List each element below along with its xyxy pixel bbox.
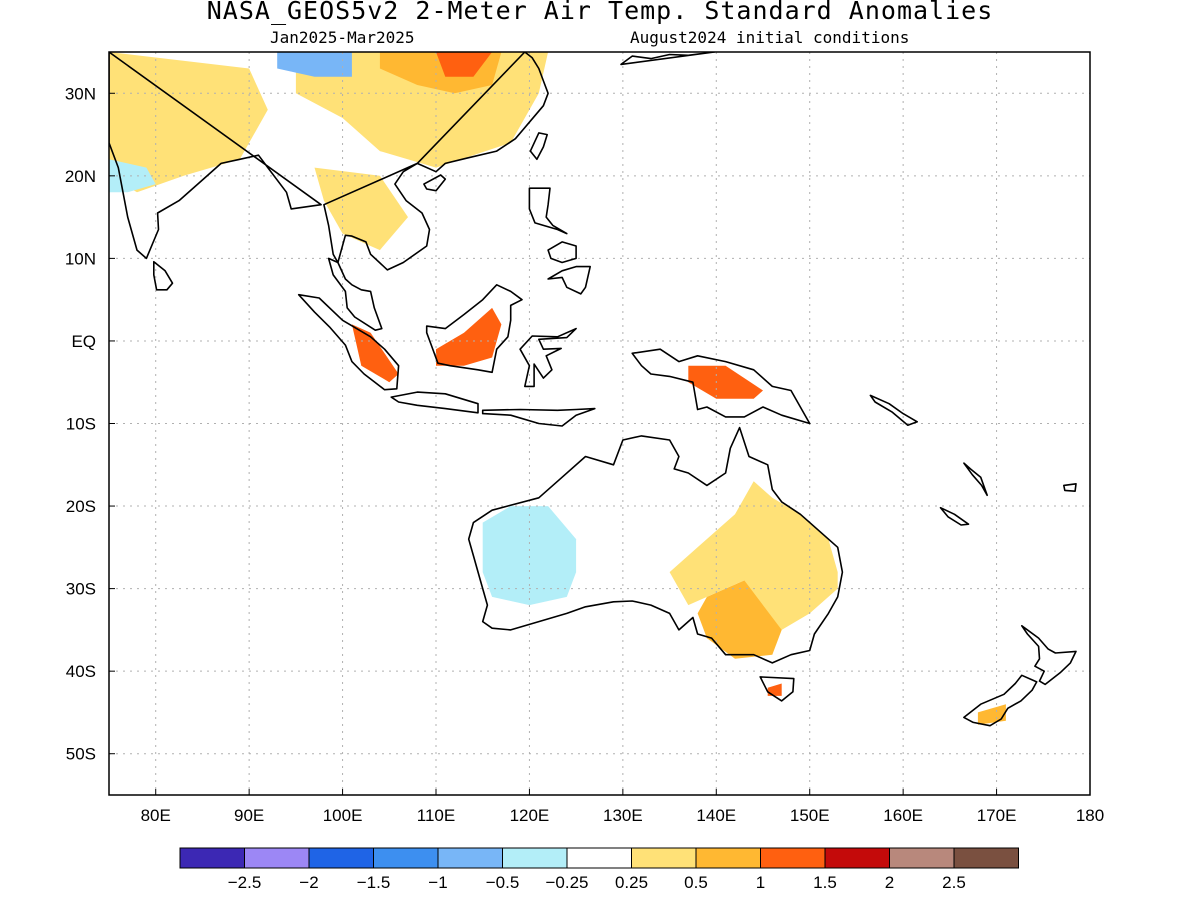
coastline-visayas [547, 241, 577, 264]
colorbar-label: 2.5 [942, 873, 966, 892]
coastline-new-caledonia [939, 506, 970, 526]
colorbar-swatch [437, 847, 503, 869]
coastline-sumatra [297, 293, 400, 391]
coastline-vanuatu [963, 462, 989, 497]
coastline-lesser-sunda [481, 407, 596, 427]
coastline-australia [467, 426, 844, 664]
anomaly-region-sumatra-warm [351, 324, 399, 383]
lon-tick-label: 170E [977, 806, 1017, 825]
coastline-japan [620, 52, 716, 66]
colorbar-swatch [308, 847, 374, 869]
coastline-indochina [323, 162, 431, 271]
coastline-solomons [869, 394, 919, 427]
coastline-mindanao [547, 265, 592, 295]
lat-tick-label: 40S [66, 662, 96, 681]
lon-tick-label: 150E [790, 806, 830, 825]
colorbar-label: 0.5 [684, 873, 708, 892]
anomaly-region-new-guinea-warm [688, 365, 763, 399]
lat-tick-label: 10S [66, 415, 96, 434]
lon-tick-label: 140E [696, 806, 736, 825]
lat-tick-label: 20S [66, 497, 96, 516]
colorbar-label: −0.5 [486, 873, 520, 892]
colorbar-label: 2 [885, 873, 894, 892]
colorbar-swatch [631, 847, 697, 869]
initial-conditions-label: August2024 initial conditions [630, 28, 910, 47]
colorbar-label: 1.5 [813, 873, 837, 892]
axis-ticks: 80E 90E 100E 110E 120E 130E 140E 150E 160E 170E 18… [65, 84, 1104, 825]
coastline-java [390, 391, 479, 414]
colorbar-swatch [179, 847, 245, 869]
anomaly-region-west-australia-cool-edge [482, 506, 577, 606]
lon-tick-label: 90E [234, 806, 264, 825]
lat-tick-label: 10N [65, 249, 96, 268]
coastline-tasmania [759, 676, 795, 702]
lon-tick-label: 160E [883, 806, 923, 825]
coastline-new-zealand-north [1020, 624, 1077, 686]
lon-tick-label: 180 [1076, 806, 1104, 825]
coastline-fiji [1063, 482, 1077, 493]
coastline-taiwan [529, 132, 549, 161]
anomaly-region-china-warm-spot [436, 52, 493, 77]
coastline-hainan [423, 174, 447, 192]
anomaly-region-east-australia-warm [669, 481, 838, 630]
lat-tick-label: 30S [66, 580, 96, 599]
anomaly-region-indochina-warm [314, 167, 408, 251]
lat-tick-label: 50S [66, 745, 96, 764]
colorbar-label: −2.5 [228, 873, 262, 892]
anomaly-region-nz-warm [977, 704, 1006, 725]
anomaly-region-india-mixed [109, 52, 268, 193]
colorbar-swatch [373, 847, 439, 869]
colorbar-label: −1.5 [357, 873, 391, 892]
coastline-india [109, 52, 322, 260]
colorbar-swatch [889, 847, 955, 869]
colorbar-swatch [824, 847, 890, 869]
colorbar-label: −0.25 [545, 873, 588, 892]
coastline-malay-peninsula [327, 257, 383, 332]
colorbar-swatch [953, 847, 1019, 869]
colorbar-label: 0.25 [615, 873, 648, 892]
coastline-sulawesi [519, 327, 577, 388]
colorbar-label: −1 [428, 873, 447, 892]
anomaly-region-tibet-cool [277, 52, 352, 77]
coastline-sri-lanka [153, 260, 174, 291]
colorbar-swatch [760, 847, 826, 869]
map-title: NASA_GEOS5v2 2-Meter Air Temp. Standard … [206, 0, 994, 25]
colorbar-swatch [695, 847, 761, 869]
coastline-new-zealand-south [963, 674, 1038, 727]
anomaly-region-tasmania-warm [767, 683, 782, 696]
lat-tick-label: 30N [65, 84, 96, 103]
lon-tick-label: 120E [510, 806, 550, 825]
lat-tick-label: EQ [71, 332, 96, 351]
lon-tick-label: 110E [417, 806, 455, 825]
anomaly-regions [109, 52, 1006, 725]
colorbar-swatch [244, 847, 310, 869]
colorbar-swatch [502, 847, 568, 869]
coastlines [109, 52, 1077, 727]
colorbar-label: 1 [756, 873, 765, 892]
period-label: Jan2025-Mar2025 [270, 28, 415, 47]
coastline-borneo [425, 283, 523, 374]
colorbar: −2.5 −2 −1.5 −1 −0.5 −0.25 0.25 0.5 1 1.5 2 2.5 [179, 847, 1019, 892]
lat-tick-label: 20N [65, 167, 96, 186]
anomaly-region-borneo-warm [436, 307, 502, 366]
lon-tick-label: 80E [141, 806, 171, 825]
colorbar-label: −2 [299, 873, 318, 892]
gridlines [109, 52, 1090, 795]
coastline-south-china [416, 52, 549, 173]
coastline-new-guinea [631, 348, 811, 425]
lon-tick-label: 100E [323, 806, 363, 825]
lon-tick-label: 130E [603, 806, 643, 825]
colorbar-swatch [566, 847, 632, 869]
coastline-luzon [528, 187, 568, 235]
